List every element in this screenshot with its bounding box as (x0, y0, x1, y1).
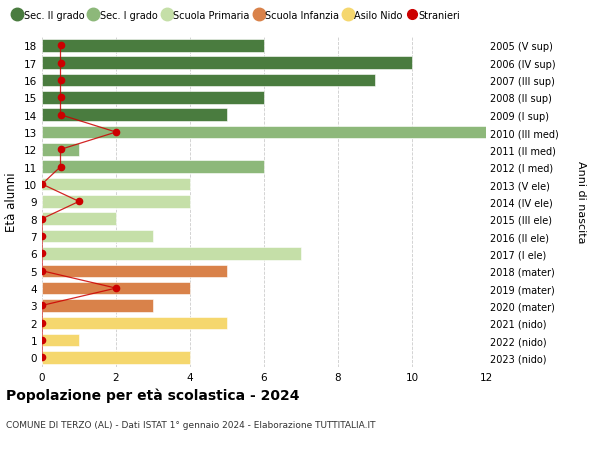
Bar (42, 40, 264, 52)
Bar (42, 92, 264, 104)
Y-axis label: Anni di nascita: Anni di nascita (575, 161, 586, 243)
Bar (42, 144, 79, 156)
Bar (42, 282, 190, 295)
Bar (42, 57, 412, 70)
Bar (42, 230, 153, 243)
Bar (42, 161, 264, 174)
Text: COMUNE DI TERZO (AL) - Dati ISTAT 1° gennaio 2024 - Elaborazione TUTTITALIA.IT: COMUNE DI TERZO (AL) - Dati ISTAT 1° gen… (6, 420, 376, 429)
Bar (42, 213, 116, 225)
Bar (42, 248, 301, 260)
Bar (42, 317, 227, 329)
Legend: Sec. II grado, Sec. I grado, Scuola Primaria, Scuola Infanzia, Asilo Nido, Stran: Sec. II grado, Sec. I grado, Scuola Prim… (11, 7, 464, 25)
Bar (42, 179, 190, 191)
Bar (42, 127, 486, 139)
Bar (42, 109, 227, 122)
Bar (42, 300, 153, 312)
Bar (42, 196, 190, 208)
Bar (42, 265, 227, 277)
Text: Popolazione per età scolastica - 2024: Popolazione per età scolastica - 2024 (6, 388, 299, 403)
Bar (42, 334, 79, 347)
Bar (42, 352, 190, 364)
Y-axis label: Età alunni: Età alunni (5, 172, 19, 232)
Bar (42, 75, 375, 87)
